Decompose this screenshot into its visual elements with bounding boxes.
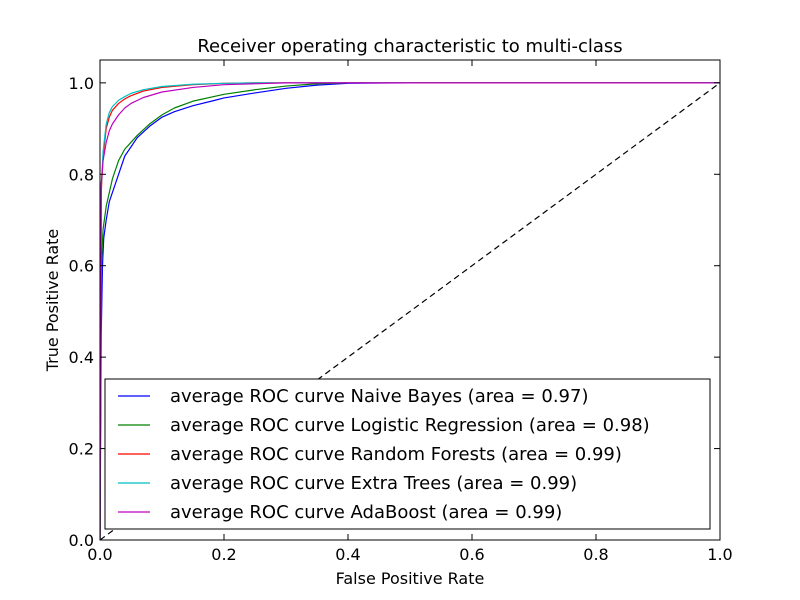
legend: average ROC curve Naive Bayes (area = 0.… — [104, 378, 711, 530]
y-tick-label: 0.2 — [69, 440, 94, 459]
tick-labels-layer: 0.0 0.2 0.4 0.6 0.8 1.0 0.0 0.2 0.4 0.6 0.8 1.0 — [69, 74, 733, 564]
x-tick-label: 1.0 — [707, 545, 732, 564]
curves-layer — [100, 82, 720, 540]
x-tick-label: 0.4 — [335, 545, 360, 564]
roc-curve-series-1 — [100, 82, 720, 540]
chart-title: Receiver operating characteristic to mul… — [197, 36, 622, 57]
y-tick-label: 0.6 — [69, 257, 94, 276]
legend-label-3: average ROC curve Extra Trees (area = 0.… — [170, 473, 577, 494]
y-tick-label: 0.4 — [69, 348, 94, 367]
axes-frame — [99, 59, 721, 541]
plot-area — [99, 59, 721, 541]
x-tick-label: 0.2 — [211, 545, 236, 564]
y-axis-label: True Positive Rate — [43, 229, 62, 373]
y-tick-label: 0.0 — [69, 531, 94, 550]
x-tick-label: 0.0 — [87, 545, 112, 564]
roc-curve-series-3 — [100, 82, 720, 540]
legend-frame — [104, 378, 711, 530]
y-tick-label: 0.8 — [69, 165, 94, 184]
x-tick-label: 0.8 — [583, 545, 608, 564]
roc-curve-series-0 — [100, 82, 720, 540]
legend-label-4: average ROC curve AdaBoost (area = 0.99) — [170, 502, 562, 523]
y-tick-label: 1.0 — [69, 74, 94, 93]
x-axis-label: False Positive Rate — [336, 569, 485, 588]
x-tick-label: 0.6 — [459, 545, 484, 564]
legend-entries: average ROC curve Naive Bayes (area = 0.… — [118, 386, 650, 523]
ticks-layer — [99, 60, 721, 541]
legend-label-1: average ROC curve Logistic Regression (a… — [170, 415, 650, 436]
roc-curve-series-4 — [100, 82, 720, 540]
chance-diagonal-line — [100, 82, 720, 540]
legend-label-2: average ROC curve Random Forests (area =… — [170, 444, 622, 465]
legend-label-0: average ROC curve Naive Bayes (area = 0.… — [170, 386, 588, 407]
